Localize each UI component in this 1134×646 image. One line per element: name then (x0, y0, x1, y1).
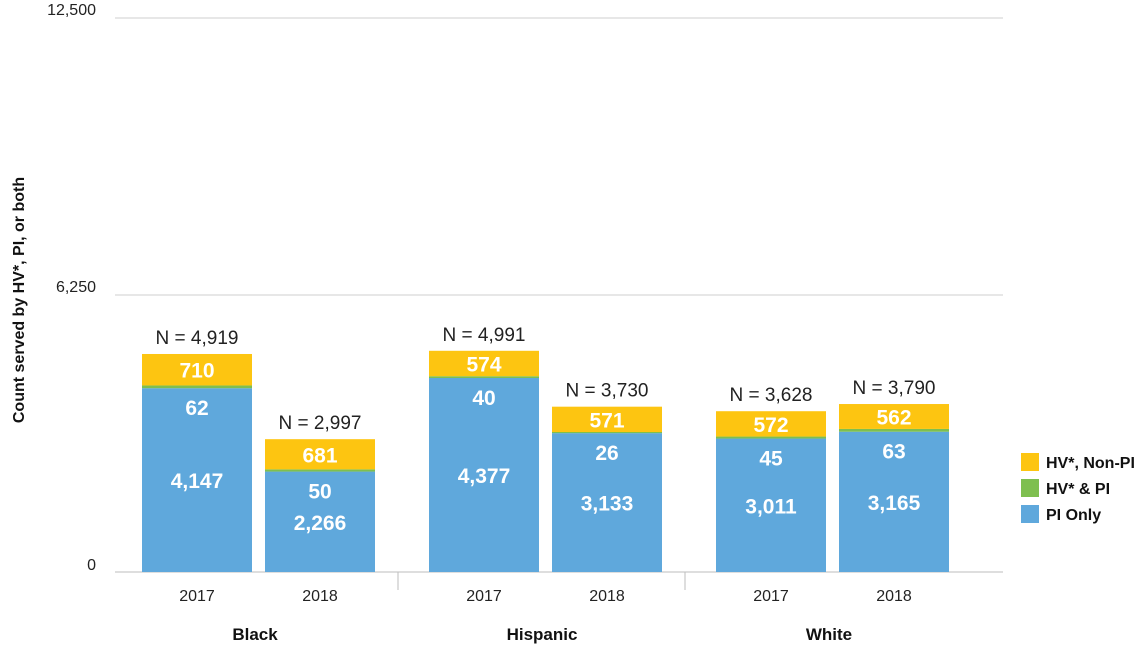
bar-segment (429, 376, 539, 379)
bar-segment (716, 436, 826, 439)
total-label: N = 3,730 (566, 381, 649, 402)
data-label: 681 (302, 444, 337, 467)
total-label: N = 3,628 (730, 385, 813, 406)
data-label: 50 (308, 481, 331, 504)
x-tick-label: 2018 (589, 588, 625, 605)
total-label: N = 2,997 (279, 413, 362, 434)
x-axis: 2017 2018 Black 2017 2018 Hispanic 2017 2018 Whi… (179, 572, 912, 644)
data-label: 62 (185, 397, 208, 420)
bar-segment (429, 350, 539, 377)
bar-segment (265, 439, 375, 470)
legend-label: PI Only (1046, 507, 1101, 524)
data-label: 3,133 (581, 493, 634, 516)
bar-segment (716, 411, 826, 437)
bar-segment (552, 431, 662, 434)
y-tick-label: 12,500 (47, 2, 96, 19)
bar-segment (429, 378, 539, 572)
bar-segment (142, 385, 252, 389)
legend-swatch (1021, 479, 1039, 497)
total-label: N = 4,919 (156, 328, 239, 349)
data-label: 3,011 (745, 495, 797, 518)
x-tick-label: 2017 (753, 588, 789, 605)
data-label: 572 (753, 414, 788, 437)
bars: 4,147 62 710 N = 4,919 2,266 50 681 N = 2,997 4,… (142, 325, 949, 572)
group-label: Black (232, 625, 278, 644)
legend-swatch (1021, 505, 1039, 523)
legend: HV*, Non-PI HV* & PI PI Only (1021, 453, 1134, 524)
bar-segment (552, 406, 662, 432)
legend-label: HV* & PI (1046, 481, 1110, 498)
data-label: 574 (466, 354, 501, 377)
total-label: N = 3,790 (853, 378, 936, 399)
data-label: 26 (595, 442, 618, 465)
bar-segment (839, 431, 949, 572)
bar-segment (265, 471, 375, 572)
y-axis-label: Count served by HV*, PI, or both (11, 177, 28, 423)
x-tick-label: 2018 (302, 588, 338, 605)
data-label: 40 (472, 387, 495, 410)
data-label: 45 (759, 448, 783, 471)
bar-segment (716, 438, 826, 572)
group-label: White (806, 625, 852, 644)
total-label: N = 4,991 (443, 325, 526, 346)
data-label: 571 (589, 409, 624, 432)
data-label: 562 (876, 406, 911, 429)
data-label: 3,165 (868, 492, 921, 515)
group-label: Hispanic (507, 625, 578, 644)
data-label: 4,147 (171, 470, 224, 493)
legend-label: HV*, Non-PI (1046, 455, 1134, 472)
bar-segment (839, 404, 949, 429)
data-label: 2,266 (294, 512, 347, 535)
bar-segment (552, 433, 662, 572)
x-tick-label: 2017 (466, 588, 502, 605)
data-label: 4,377 (458, 465, 511, 488)
data-label: 710 (179, 360, 214, 383)
bar-segment (142, 388, 252, 572)
y-tick-label: 0 (87, 557, 96, 574)
data-label: 63 (882, 441, 905, 464)
bar-segment (142, 353, 252, 386)
x-tick-label: 2017 (179, 588, 215, 605)
bar-segment (265, 469, 375, 472)
x-tick-label: 2018 (876, 588, 912, 605)
legend-swatch (1021, 453, 1039, 471)
y-tick-label: 6,250 (56, 279, 96, 296)
bar-segment (839, 428, 949, 432)
y-axis: 0 6,250 12,500 (47, 2, 96, 574)
